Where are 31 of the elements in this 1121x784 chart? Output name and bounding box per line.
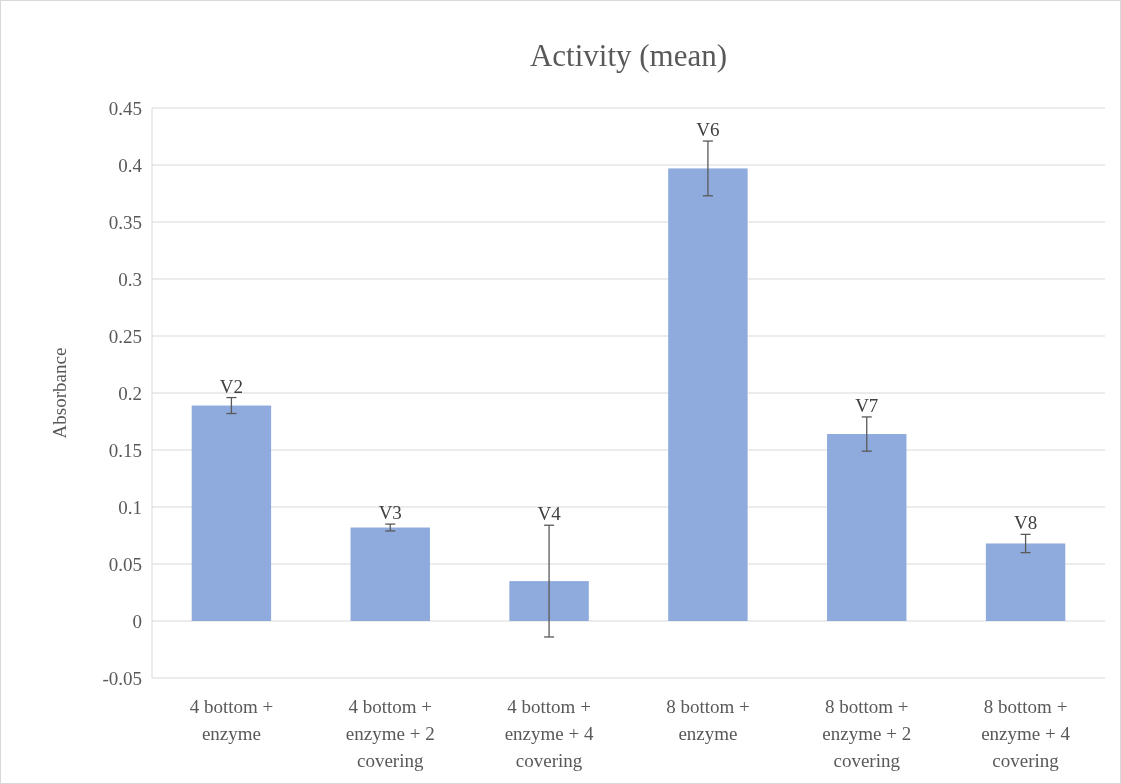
y-tick-label: 0.4 <box>118 154 143 176</box>
data-label: V7 <box>855 394 879 416</box>
data-label: V8 <box>1013 512 1038 534</box>
y-tick-label: 0.05 <box>108 553 142 575</box>
y-tick-label: 0.35 <box>108 211 142 233</box>
data-label: V3 <box>378 502 402 524</box>
x-tick-label: 4 bottom + enzyme + 4 covering <box>504 696 594 771</box>
x-tick-label: 8 bottom + enzyme + 2 covering <box>822 696 912 771</box>
bar <box>985 543 1066 621</box>
chart-title: Activity (mean) <box>529 38 728 73</box>
y-tick-label: 0.15 <box>108 439 142 461</box>
x-tick-label: 8 bottom + enzyme + 4 covering <box>981 696 1071 771</box>
bar <box>668 168 748 621</box>
bar <box>827 434 907 621</box>
x-tick-label: 8 bottom + enzyme <box>666 696 750 744</box>
x-tick-label: 4 bottom + enzyme + 2 covering <box>345 696 435 771</box>
y-tick-label: 0.3 <box>118 268 142 290</box>
bar <box>191 405 272 621</box>
y-axis-title: Absorbance <box>49 347 70 439</box>
y-tick-label: 0.45 <box>108 97 142 119</box>
data-label: V4 <box>537 503 562 525</box>
y-tick-label: 0.25 <box>108 325 142 347</box>
bar <box>509 581 589 621</box>
y-tick-label: 0 <box>132 610 142 632</box>
y-tick-label: -0.05 <box>102 667 142 689</box>
x-tick-label: 4 bottom + enzyme <box>189 696 274 744</box>
data-label: V2 <box>219 375 244 397</box>
bar <box>350 527 430 621</box>
data-label: V6 <box>696 119 720 141</box>
y-tick-label: 0.1 <box>118 496 142 518</box>
y-tick-label: 0.2 <box>118 382 142 404</box>
